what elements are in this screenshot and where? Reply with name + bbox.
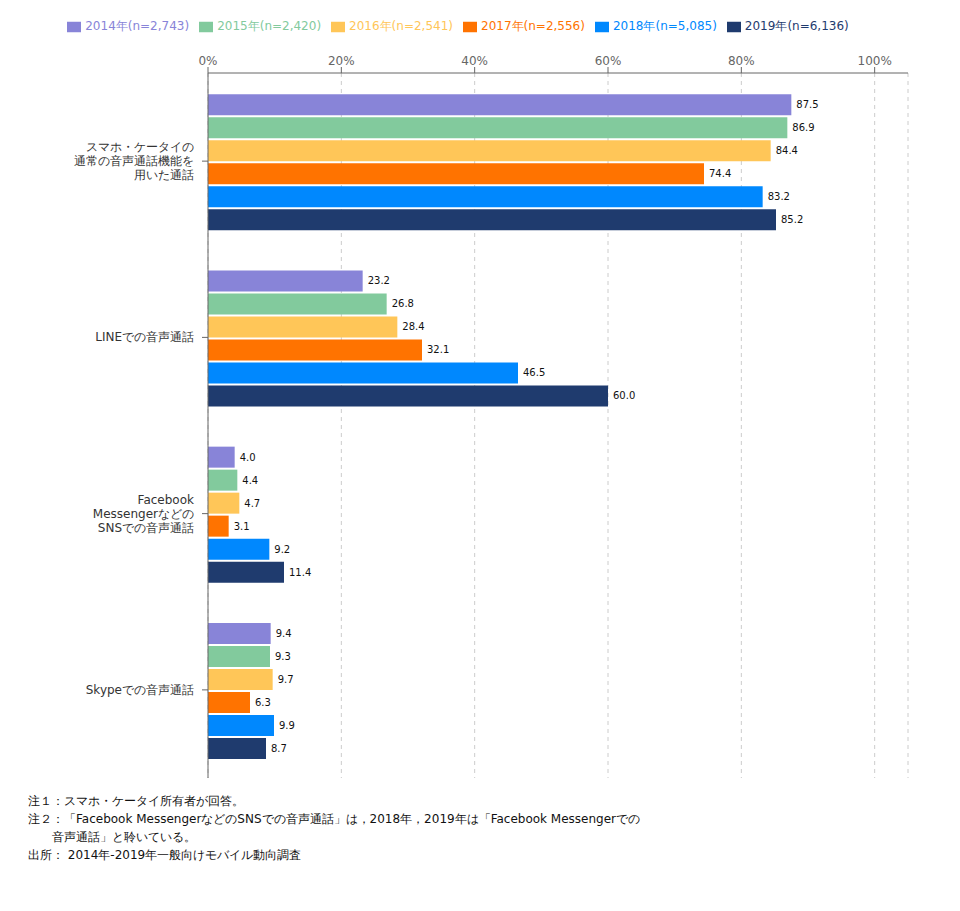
svg-text:87.5: 87.5 [796, 99, 818, 110]
html-text:2018年(n=5,085): 2018年(n=5,085) [612, 19, 717, 33]
html-text:注１：スマホ・ケータイ所有者が回答。: 注１：スマホ・ケータイ所有者が回答。 [28, 794, 244, 808]
svg-text:86.9: 86.9 [792, 122, 814, 133]
svg-text:9.3: 9.3 [275, 651, 291, 662]
html-text:2016年(n=2,541): 2016年(n=2,541) [349, 19, 453, 33]
svg-text:28.4: 28.4 [402, 321, 424, 332]
html-text:2019年(n=6,136): 2019年(n=6,136) [744, 19, 849, 33]
svg-text:Skypeでの音声通話: Skypeでの音声通話 [86, 683, 194, 697]
svg-text:3.1: 3.1 [234, 521, 250, 532]
svg-text:スマホ・ケータイの通常の音声通話機能を用いた通話: スマホ・ケータイの通常の音声通話機能を用いた通話 [74, 140, 194, 182]
html-text:音声通話」と聆いている。: 音声通話」と聆いている。 [28, 830, 196, 844]
svg-text:4.0: 4.0 [240, 452, 256, 463]
svg-text:84.4: 84.4 [776, 145, 798, 156]
svg-text:23.2: 23.2 [368, 275, 390, 286]
svg-text:20%: 20% [328, 54, 355, 68]
svg-text:0%: 0% [198, 54, 217, 68]
svg-text:8.7: 8.7 [271, 743, 287, 754]
svg-text:LINEでの音声通話: LINEでの音声通話 [95, 330, 194, 344]
svg-text:60.0: 60.0 [613, 390, 635, 401]
svg-text:4.7: 4.7 [244, 498, 260, 509]
svg-text:32.1: 32.1 [427, 344, 449, 355]
svg-text:FacebookMessengerなどのSNSでの音声通話: FacebookMessengerなどのSNSでの音声通話 [93, 493, 194, 535]
html-text:2015年(n=2,420): 2015年(n=2,420) [217, 19, 322, 33]
svg-text:26.8: 26.8 [392, 298, 414, 309]
svg-text:9.4: 9.4 [276, 628, 292, 639]
svg-text:9.7: 9.7 [278, 674, 294, 685]
svg-text:83.2: 83.2 [768, 191, 790, 202]
html-text:出所： 2014年-2019年一般向けモバイル動向調査: 出所： 2014年-2019年一般向けモバイル動向調査 [28, 848, 302, 862]
svg-text:9.9: 9.9 [279, 720, 295, 731]
svg-text:80%: 80% [728, 54, 755, 68]
html-text:2014年(n=2,743): 2014年(n=2,743) [85, 19, 190, 33]
svg-text:9.2: 9.2 [274, 544, 290, 555]
html-text:2017年(n=2,556): 2017年(n=2,556) [481, 19, 585, 33]
svg-text:100%: 100% [858, 54, 892, 68]
svg-text:6.3: 6.3 [255, 697, 271, 708]
html-text:注２：「Facebook MessengerなどのSNSでの: 注２：「Facebook MessengerなどのSNSでの音声通話」は，201… [28, 812, 640, 826]
svg-text:11.4: 11.4 [289, 567, 311, 578]
svg-text:4.4: 4.4 [242, 475, 258, 486]
svg-text:60%: 60% [595, 54, 622, 68]
svg-text:85.2: 85.2 [781, 214, 803, 225]
svg-text:74.4: 74.4 [709, 168, 731, 179]
svg-text:40%: 40% [461, 54, 488, 68]
svg-text:46.5: 46.5 [523, 367, 545, 378]
